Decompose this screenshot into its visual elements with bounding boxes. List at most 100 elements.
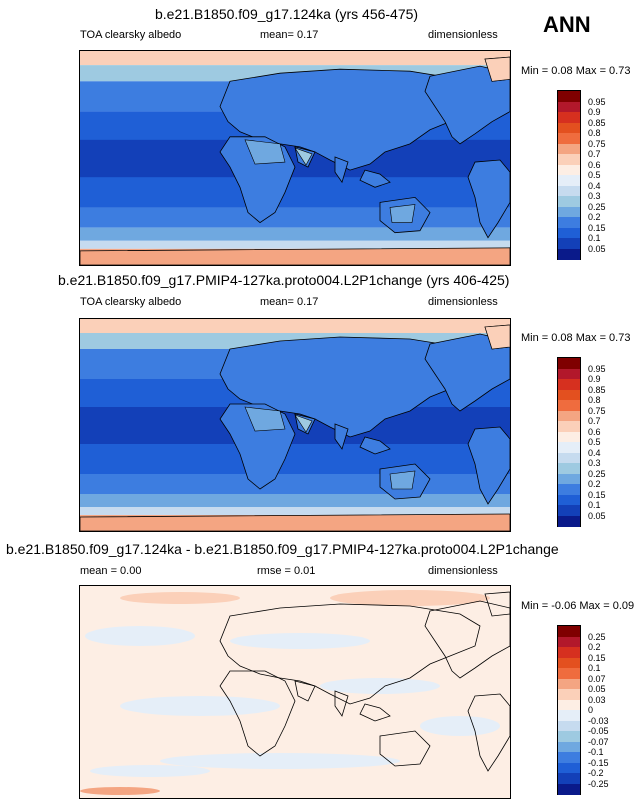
colorbar-tick-label: 0.2 [588,212,601,222]
continent-outline [359,703,391,722]
colorbar-tick-label: 0.7 [588,149,601,159]
colorbar-tick-label: 0.25 [588,468,606,479]
continent-outline [467,426,510,505]
colorbar-tick-label: 0.25 [588,631,606,642]
colorbar-swatch [558,442,580,453]
colorbar-swatch [558,636,580,648]
panel-3-units-label: dimensionless [428,565,498,577]
continent-outline [379,730,431,767]
continent-outline [294,680,349,717]
colorbar-tick-label: 0.05 [588,684,606,694]
colorbar-tick-label: 0.7 [588,416,601,426]
colorbar-swatch [558,248,580,260]
colorbar-tick-label: 0.75 [588,138,606,149]
colorbar-swatch [558,379,580,390]
panel-2-mean-label: mean= 0.17 [260,296,319,308]
colorbar-tick-label: 0.85 [588,384,606,395]
panel-1-colorbar: 0.95 0.9 0.85 0.8 0.75 0.7 0.6 0.5 0.4 0.3 0.25 0.2… [557,90,606,260]
colorbar-swatch [558,773,580,784]
colorbar-tick-label: 0.1 [588,233,601,243]
colorbar-tick-label: 0.05 [588,510,606,521]
map-canvas [80,586,510,798]
colorbar-tick-label: 0.2 [588,479,601,489]
field-anomaly-region [330,590,490,606]
colorbar-tick-label: 0.8 [588,128,601,138]
bright-land-region [389,204,416,223]
colorbar-swatch [558,196,580,207]
panel-3-colorbar: 0.25 0.2 0.15 0.1 0.07 0.05 0.03 0 -0.03 -0.05 -0.… [557,625,609,795]
panel-2-title: b.e21.B1850.f09_g17.PMIP4-127ka.proto004… [58,272,510,288]
colorbar-tick-label: 0.3 [588,458,601,468]
map-canvas [80,51,510,265]
panel-1-map [79,50,511,266]
colorbar-swatch [558,494,580,506]
colorbar-tick-label: 0.2 [588,642,601,652]
field-band [80,474,510,494]
colorbar-tick-label: 0.8 [588,395,601,405]
colorbar-swatch [558,626,580,637]
colorbar-tick-label: -0.15 [588,757,609,768]
colorbar-tick-label: 0.4 [588,180,601,191]
field-anomaly-region [420,716,500,736]
colorbar-tick-label: 0.6 [588,159,601,170]
colorbar-swatch [558,421,580,432]
colorbar-swatch [558,389,580,401]
field-band [80,207,510,228]
colorbar-tick-label: -0.2 [588,768,604,778]
continent-outline [467,693,510,772]
colorbar-swatch [558,143,580,155]
colorbar-tick-label: 0.05 [588,243,606,254]
colorbar-swatch [558,154,580,165]
colorbar-swatch [558,101,580,113]
colorbar-swatch [558,668,580,679]
colorbar-tick-label: 0.07 [588,673,606,684]
colorbar-tick-label: 0.9 [588,374,601,384]
field-anomaly-region [80,787,160,795]
colorbar-tick-label: 0.95 [588,363,606,374]
field-anomaly-region [120,696,280,716]
colorbar-tick-label: 0.5 [588,170,601,180]
map-canvas [80,319,510,531]
antarctica-outline [80,513,510,531]
panel-1-title: b.e21.B1850.f09_g17.124ka (yrs 456-475) [155,6,419,22]
colorbar-swatch [558,400,580,411]
field-band [80,227,510,241]
panel-2-minmax-label: Min = 0.08 Max = 0.73 [521,332,631,344]
panel-3-title: b.e21.B1850.f09_g17.124ka - b.e21.B1850.… [6,541,559,557]
colorbar-tick-label: 0.4 [588,447,601,458]
colorbar-swatch [558,175,580,186]
colorbar-tick-label: -0.07 [588,736,609,747]
field-anomaly-region [120,592,240,604]
colorbar-swatch [558,783,580,795]
colorbar-swatch [558,699,580,711]
bright-land-region [389,470,416,490]
colorbar-swatch [558,358,580,369]
season-label: ANN [543,12,591,37]
colorbar-tick-label: 0.1 [588,500,601,510]
field-anomaly-region [85,626,195,646]
colorbar-swatch [558,752,580,763]
colorbar-swatch [558,463,580,474]
bright-land-region [294,147,313,166]
panel-3-mean-label: mean = 0.00 [80,565,142,577]
colorbar-swatch [558,505,580,516]
bright-land-region [294,414,313,433]
colorbar-swatch [558,710,580,721]
antarctica-outline [80,247,510,265]
colorbar-tick-label: -0.25 [588,778,609,789]
colorbar-tick-label: -0.05 [588,726,609,736]
colorbar-swatch [558,112,580,123]
colorbar-swatch [558,647,580,658]
panel-3-minmax-label: Min = -0.06 Max = 0.09 [521,600,635,612]
colorbar-swatch [558,164,580,176]
panel-3-map [79,585,511,799]
continent-outline [219,670,296,757]
colorbar-tick-label: -0.1 [588,747,604,757]
colorbar-swatch [558,657,580,669]
panel-1-mean-label: mean= 0.17 [260,29,319,41]
colorbar-swatch [558,122,580,134]
colorbar-tick-label: -0.03 [588,715,609,726]
colorbar-swatch [558,515,580,527]
colorbar-tick-label: 0.03 [588,694,606,705]
field-anomaly-region [90,765,210,777]
